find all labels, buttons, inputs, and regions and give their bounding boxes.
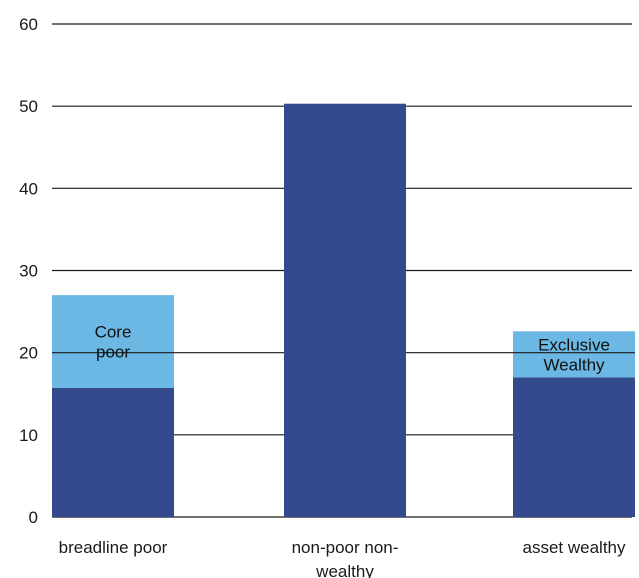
segment-label-line: poor bbox=[96, 343, 130, 362]
y-tick-label: 40 bbox=[19, 179, 38, 198]
segment-label-line: Exclusive bbox=[538, 335, 610, 354]
bar-segment-0-0 bbox=[52, 387, 174, 517]
y-tick-label: 10 bbox=[19, 426, 38, 445]
category-label: non-poor non-wealthy bbox=[292, 538, 399, 578]
category-label: asset wealthy bbox=[523, 538, 626, 557]
x-axis-category-labels: breadline poor non-poor non-wealthy asset … bbox=[59, 538, 626, 578]
y-tick-label: 20 bbox=[19, 344, 38, 363]
bar-segment-2-1 bbox=[513, 331, 635, 378]
y-tick-label: 0 bbox=[29, 508, 38, 527]
y-tick-label: 60 bbox=[19, 15, 38, 34]
y-axis-tick-labels: 0 10 20 30 40 50 60 bbox=[19, 15, 38, 527]
segment-label: Core poor bbox=[95, 323, 132, 362]
y-tick-label: 30 bbox=[19, 262, 38, 281]
category-label-line: non-poor non- bbox=[292, 538, 399, 557]
segment-labels: Core poor Exclusive Wealthy bbox=[95, 323, 610, 375]
bar-segment-1-0 bbox=[284, 103, 406, 518]
bar-segment-2-0 bbox=[513, 377, 635, 517]
bar-segment-0-1 bbox=[52, 295, 174, 388]
category-label-line: asset wealthy bbox=[523, 538, 626, 557]
y-tick-label: 50 bbox=[19, 97, 38, 116]
category-label-line: wealthy bbox=[315, 562, 374, 578]
segment-label-line: Core bbox=[95, 323, 132, 342]
category-label-line: breadline poor bbox=[59, 538, 168, 557]
segment-label-line: Wealthy bbox=[543, 355, 605, 374]
bars bbox=[52, 103, 635, 518]
category-label: breadline poor bbox=[59, 538, 168, 557]
segment-label: Exclusive Wealthy bbox=[538, 335, 610, 374]
